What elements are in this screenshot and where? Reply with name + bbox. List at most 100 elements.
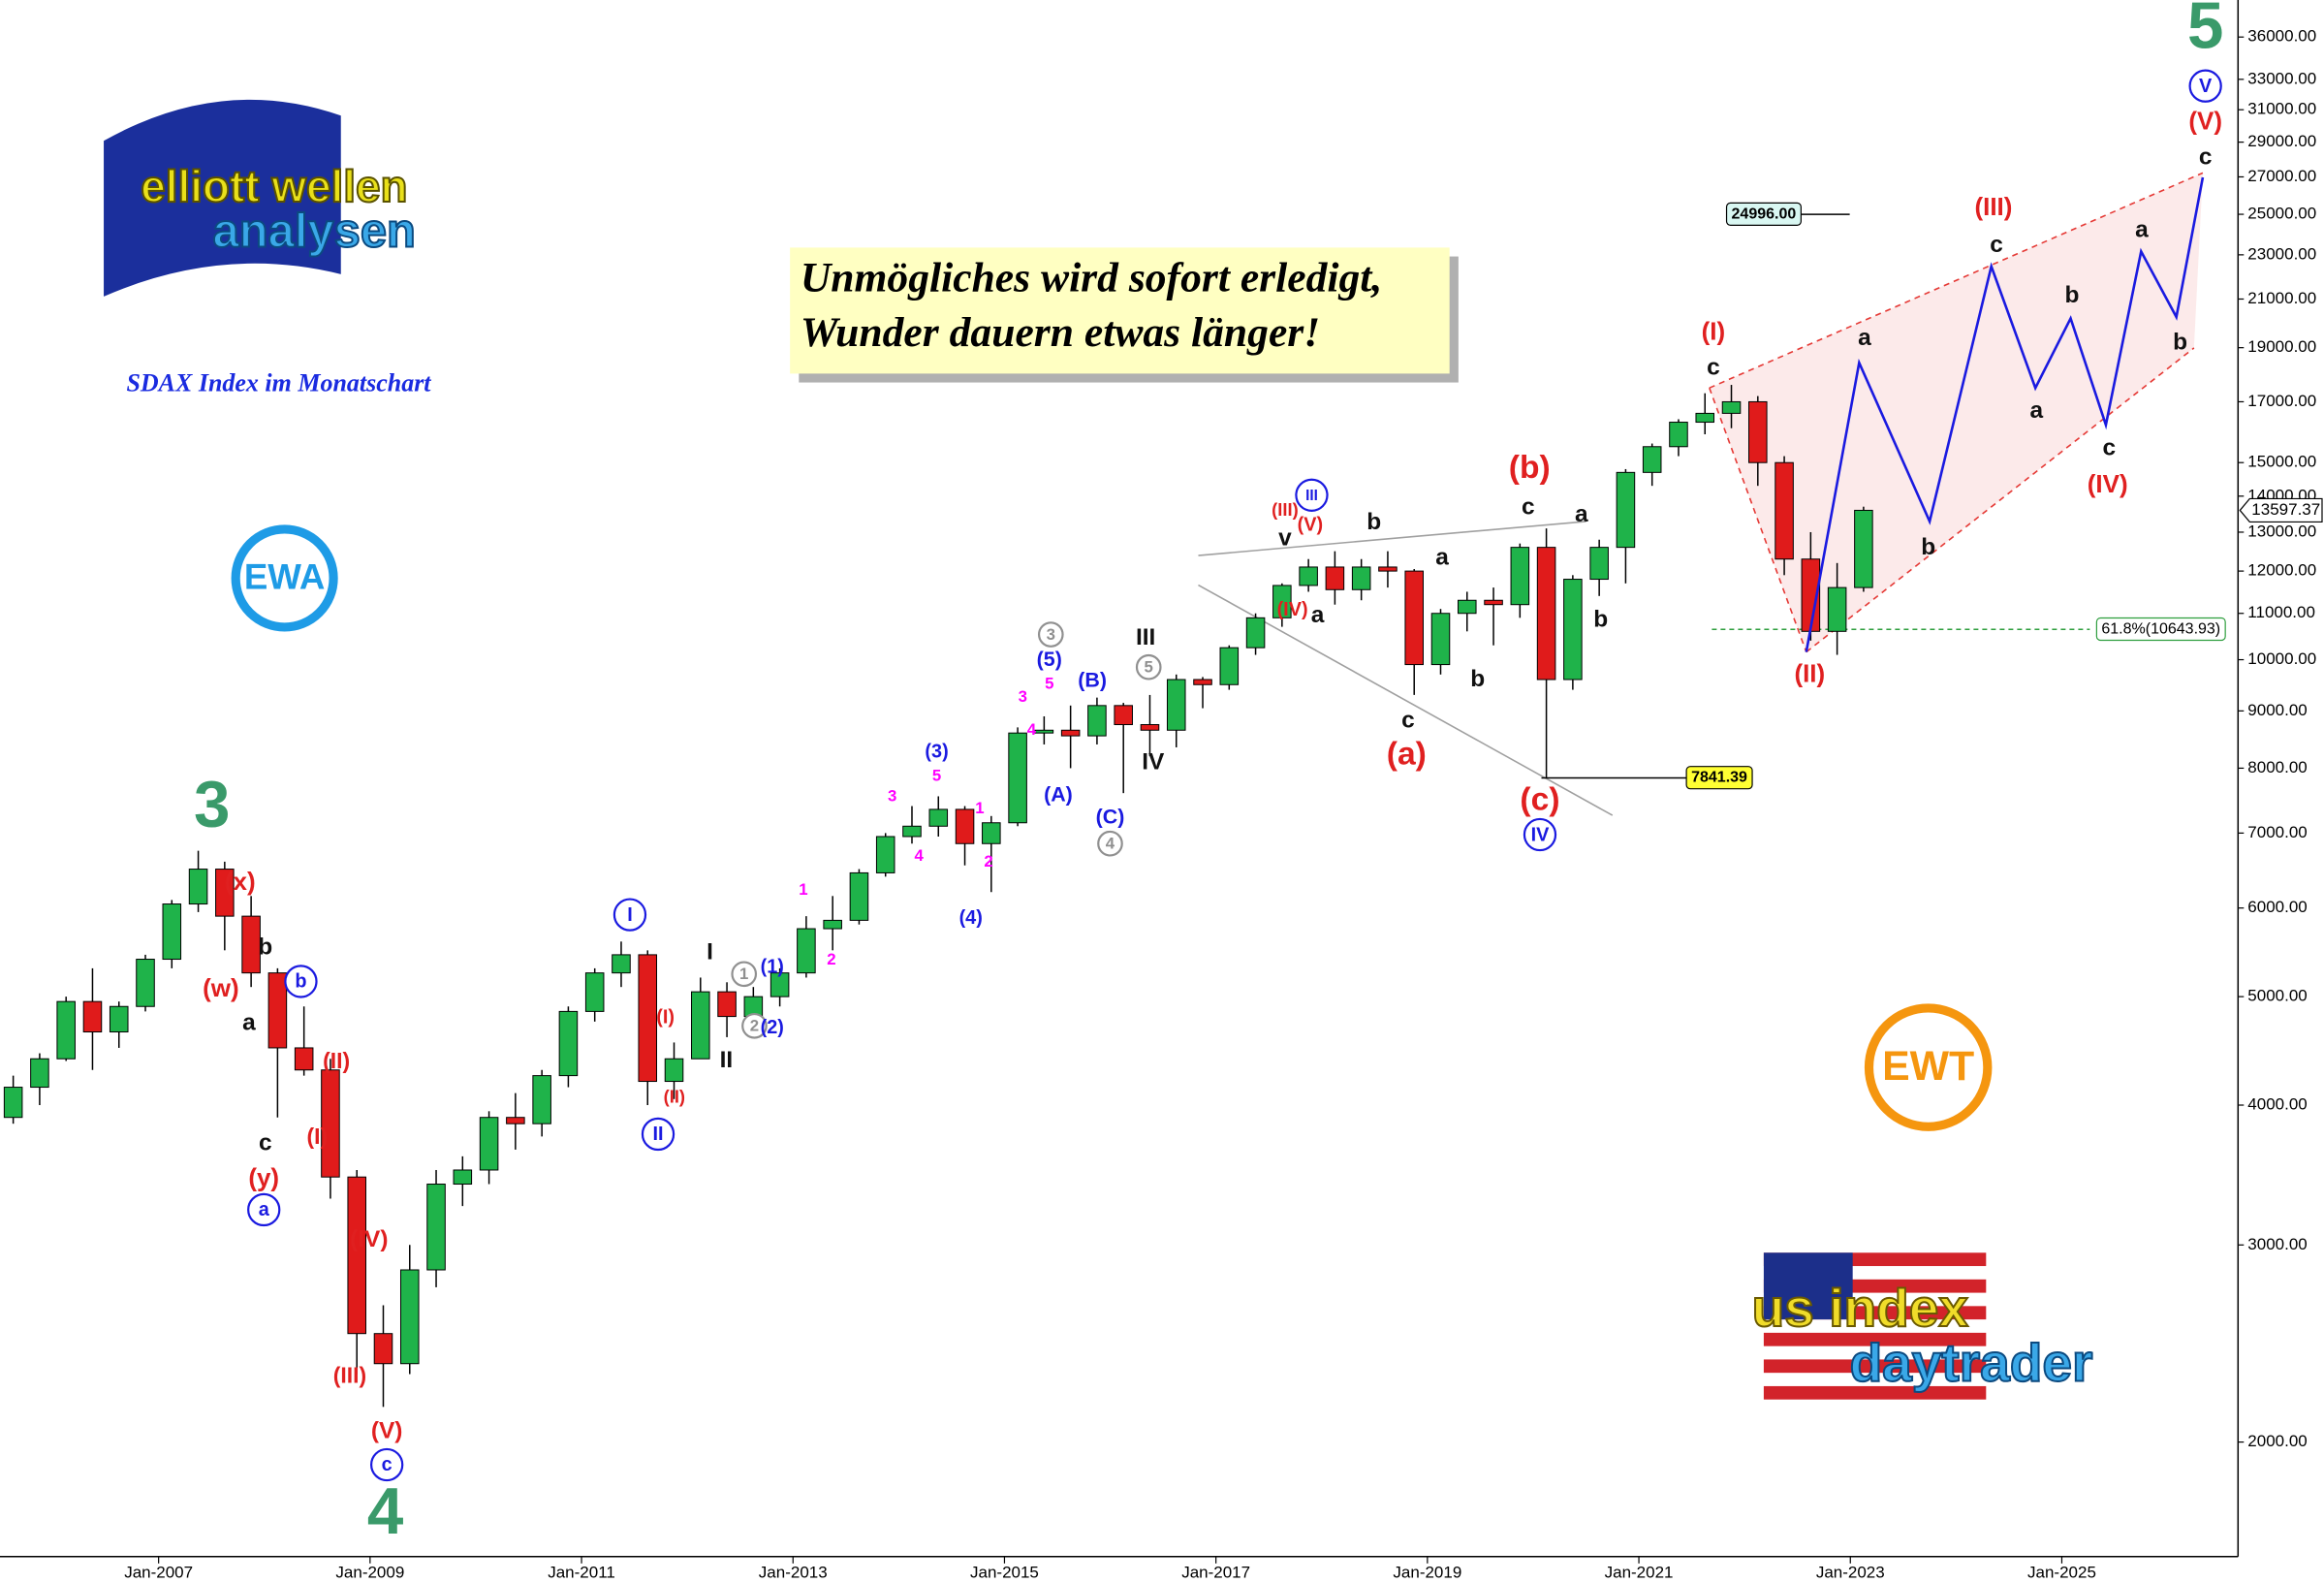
candle-body xyxy=(982,822,1001,844)
candle-body xyxy=(1457,599,1477,615)
wave-label-circle xyxy=(641,1117,675,1152)
wave-label-circle xyxy=(1037,621,1064,648)
y-tick-label: 23000.00 xyxy=(2247,244,2316,263)
candle-body xyxy=(373,1333,393,1365)
logo-text: analysen xyxy=(213,206,416,258)
candle-body xyxy=(1166,679,1186,731)
candle-body xyxy=(1669,422,1688,448)
candle-body xyxy=(1325,566,1345,590)
wave-label: (V) xyxy=(371,1417,403,1443)
x-tick-label: Jan-2019 xyxy=(1393,1563,1461,1581)
wave-label: a xyxy=(2030,397,2044,424)
y-tick-label: 9000.00 xyxy=(2247,701,2307,719)
wave-label: c xyxy=(259,1130,272,1156)
wave-label: 5 xyxy=(1045,674,1053,692)
wave-label: (x) xyxy=(225,867,256,896)
wave-label: 4 xyxy=(1027,720,1037,739)
candle-body xyxy=(1563,579,1583,681)
wave-label: (IV) xyxy=(350,1226,388,1252)
candle-body xyxy=(928,808,949,827)
wave-label-circle xyxy=(1295,478,1329,512)
wave-label-circle xyxy=(731,961,758,988)
candle-body xyxy=(506,1117,525,1124)
wave-label: V xyxy=(2199,76,2213,97)
candle-body xyxy=(1589,547,1609,581)
y-tick-label: 21000.00 xyxy=(2247,289,2316,307)
wave-label: c xyxy=(1522,494,1535,521)
y-tick-label: 6000.00 xyxy=(2247,898,2307,916)
candle-body xyxy=(1272,585,1292,618)
candle-body xyxy=(426,1184,446,1271)
y-tick-label: 17000.00 xyxy=(2247,392,2316,410)
candle-body xyxy=(453,1169,473,1186)
wave-label: II xyxy=(653,1124,664,1145)
candle-body xyxy=(1721,400,1742,414)
wave-label: III xyxy=(1136,624,1155,650)
wave-label: 4 xyxy=(1106,835,1115,853)
wave-label: II xyxy=(720,1047,734,1073)
candle-body xyxy=(1114,705,1133,725)
level-label-box xyxy=(1725,202,1802,226)
logo-badge-text: EWT xyxy=(1882,1043,1974,1090)
x-tick-label: Jan-2015 xyxy=(970,1563,1039,1581)
candle-body xyxy=(1430,613,1451,666)
candle-body xyxy=(584,972,605,1012)
wave-label: a xyxy=(1858,325,1871,351)
wave-label: 4 xyxy=(915,846,925,865)
wave-label: a xyxy=(1311,602,1325,628)
x-tick-label: Jan-2025 xyxy=(2027,1563,2096,1581)
trendline xyxy=(1198,521,1586,556)
candle-body xyxy=(797,928,816,974)
candle-body xyxy=(1193,679,1212,685)
wave-label: c xyxy=(382,1454,393,1475)
wave-label: c xyxy=(1707,355,1720,381)
current-price-box xyxy=(2239,497,2323,523)
wave-label: (y) xyxy=(248,1163,279,1192)
y-tick-label: 31000.00 xyxy=(2247,100,2316,118)
wave-label-circle xyxy=(247,1192,281,1227)
wave-label: (IV) xyxy=(1277,599,1308,620)
wave-label: (I) xyxy=(306,1124,328,1149)
candle-body xyxy=(3,1087,23,1119)
wave-label: 4 xyxy=(367,1475,404,1548)
candle-body xyxy=(717,991,737,1018)
current-price-label: 13597.37 xyxy=(2251,500,2320,519)
y-tick-label: 29000.00 xyxy=(2247,132,2316,150)
wave-label: 3 xyxy=(194,768,230,840)
wave-label: 3 xyxy=(1019,687,1027,706)
wave-label: (B) xyxy=(1078,669,1107,692)
y-tick-label: 10000.00 xyxy=(2247,649,2316,668)
candle-body xyxy=(215,869,235,917)
wave-label: c xyxy=(2199,144,2213,171)
x-tick-label: Jan-2011 xyxy=(548,1563,615,1581)
candle-body xyxy=(109,1005,129,1033)
wave-label: IV xyxy=(1531,824,1551,845)
candle-body xyxy=(1536,547,1556,681)
wave-label: b xyxy=(1593,607,1608,633)
x-tick-label: Jan-2021 xyxy=(1605,1563,1674,1581)
wave-label: (1) xyxy=(761,956,784,977)
level-label: 24996.00 xyxy=(1732,206,1797,222)
us-flag-canton xyxy=(1763,1252,1853,1320)
wave-label: b xyxy=(295,971,306,993)
wave-label: 1 xyxy=(975,799,984,817)
wave-label: a xyxy=(1575,501,1588,527)
wave-label: (w) xyxy=(203,973,239,1002)
level-label: 61.8%(10643.93) xyxy=(2101,620,2220,637)
wave-label: 2 xyxy=(984,852,992,871)
candle-body xyxy=(267,972,288,1049)
x-tick-label: Jan-2007 xyxy=(124,1563,193,1581)
wave-label: (V) xyxy=(1298,515,1324,536)
wave-label-circle xyxy=(1135,653,1162,681)
logo-badge xyxy=(1864,1003,1993,1131)
us-flag-stripe xyxy=(1763,1332,1987,1346)
wave-label: c xyxy=(1401,708,1415,734)
us-flag-stripe xyxy=(1763,1359,1987,1374)
candle-body xyxy=(347,1176,366,1335)
wave-label-circle xyxy=(1097,830,1123,857)
wave-label: b xyxy=(1470,666,1485,692)
candle-body xyxy=(56,1000,76,1060)
candle-body xyxy=(769,972,790,997)
candle-body xyxy=(902,825,922,838)
wave-label-circle xyxy=(1523,817,1557,852)
